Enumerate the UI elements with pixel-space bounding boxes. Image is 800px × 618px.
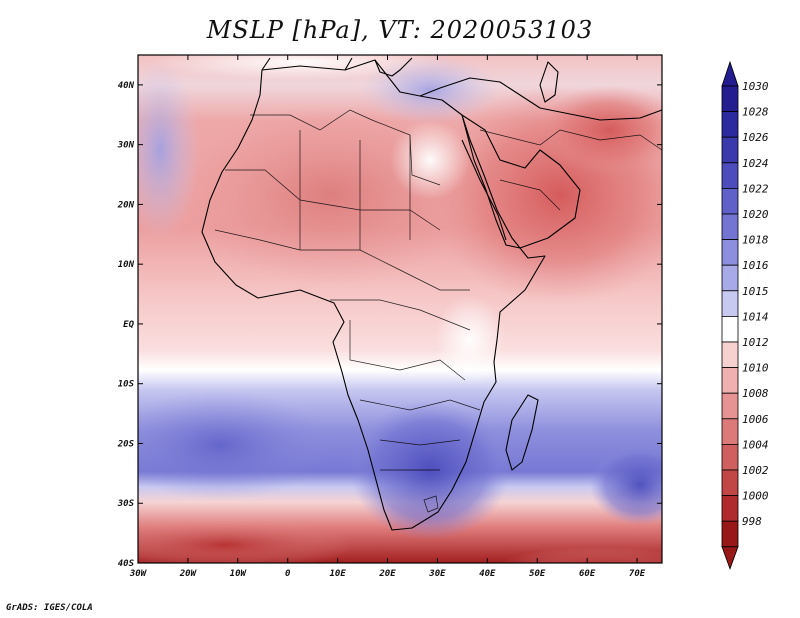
latitude-axis: 40N 30N 20N 10N EQ 10S 20S 30S 40S <box>117 81 662 569</box>
colorbar: 1030 1028 1026 1024 1022 1020 1018 1016 1015 1014… <box>721 60 769 570</box>
credit-label: GrADS: IGES/COLA <box>6 603 93 613</box>
europe-coastline <box>261 57 663 121</box>
africa-coastline <box>201 59 546 531</box>
country-borders <box>214 109 663 513</box>
colorbar-box <box>721 443 739 471</box>
lat-tick-label: 10S <box>118 380 135 390</box>
colorbar-box <box>721 315 739 343</box>
madagascar-coastline <box>505 394 539 471</box>
colorbar-label: 1002 <box>742 464 769 477</box>
lon-tick-label: 40E <box>479 569 496 579</box>
lon-tick-label: 0 <box>285 569 291 579</box>
lon-tick-label: 20W <box>179 569 198 579</box>
lat-tick-label: EQ <box>123 320 134 330</box>
colorbar-label: 1026 <box>742 131 769 144</box>
red-sea-coastline <box>461 139 507 241</box>
colorbar-box <box>721 367 739 394</box>
chart-title: MSLP [hPa], VT: 2020053103 <box>206 16 594 44</box>
colorbar-label: 1008 <box>742 387 769 400</box>
colorbar-label: 1000 <box>742 490 769 503</box>
colorbar-box <box>721 111 739 138</box>
colorbar-label: 1015 <box>742 285 769 298</box>
colorbar-box <box>721 136 739 164</box>
colorbar-box <box>721 162 739 189</box>
colorbar-box <box>721 239 739 266</box>
colorbar-label: 1006 <box>742 413 769 426</box>
colorbar-label: 1010 <box>742 362 769 375</box>
colorbar-label: 1020 <box>742 208 769 221</box>
lat-tick-label: 40S <box>118 559 135 569</box>
colorbar-box <box>721 520 739 548</box>
colorbar-label: 1016 <box>742 259 769 272</box>
colorbar-box <box>721 392 739 420</box>
colorbar-label: 1022 <box>742 182 769 195</box>
lon-tick-label: 30E <box>428 569 446 579</box>
lat-tick-label: 30N <box>117 141 135 151</box>
lat-tick-label: 20S <box>117 439 135 449</box>
caspian-coastline <box>539 61 559 103</box>
arabia-coastline <box>461 114 581 249</box>
longitude-axis: 30W 20W 10W 0 10E 20E 30E 40E 50E 60E 70E <box>129 55 646 579</box>
colorbar-box <box>721 495 739 522</box>
lon-tick-label: 60E <box>579 569 596 579</box>
pressure-field <box>138 55 662 563</box>
lon-tick-label: 50E <box>529 569 546 579</box>
colorbar-box <box>721 418 739 445</box>
colorbar-label: 1030 <box>742 80 769 93</box>
colorbar-box <box>721 213 739 241</box>
lon-tick-label: 30W <box>129 569 148 579</box>
lat-tick-label: 20N <box>117 200 135 210</box>
colorbar-top-arrow <box>721 60 739 87</box>
plot-frame <box>137 54 663 564</box>
lat-tick-label: 10N <box>118 260 135 270</box>
lon-tick-label: 20E <box>378 569 396 579</box>
colorbar-box <box>721 341 739 369</box>
lon-tick-label: 10E <box>329 569 346 579</box>
colorbar-bottom-arrow <box>721 546 739 570</box>
colorbar-box <box>721 469 739 497</box>
colorbar-box <box>721 264 739 292</box>
colorbar-label: 1024 <box>742 157 769 170</box>
colorbar-label: 1004 <box>742 438 769 451</box>
colorbar-label: 1012 <box>742 336 769 349</box>
coastlines <box>201 57 663 531</box>
colorbar-label: 1014 <box>742 310 769 323</box>
lat-tick-label: 40N <box>118 81 135 91</box>
colorbar-box <box>721 85 739 113</box>
lon-tick-label: 70E <box>629 569 646 579</box>
lat-tick-label: 30S <box>117 499 135 509</box>
colorbar-label: 998 <box>742 515 762 528</box>
colorbar-label: 1028 <box>742 106 769 119</box>
lon-tick-label: 10W <box>230 569 248 579</box>
colorbar-box <box>721 290 739 317</box>
colorbar-box <box>721 187 739 215</box>
colorbar-label: 1018 <box>742 234 769 247</box>
